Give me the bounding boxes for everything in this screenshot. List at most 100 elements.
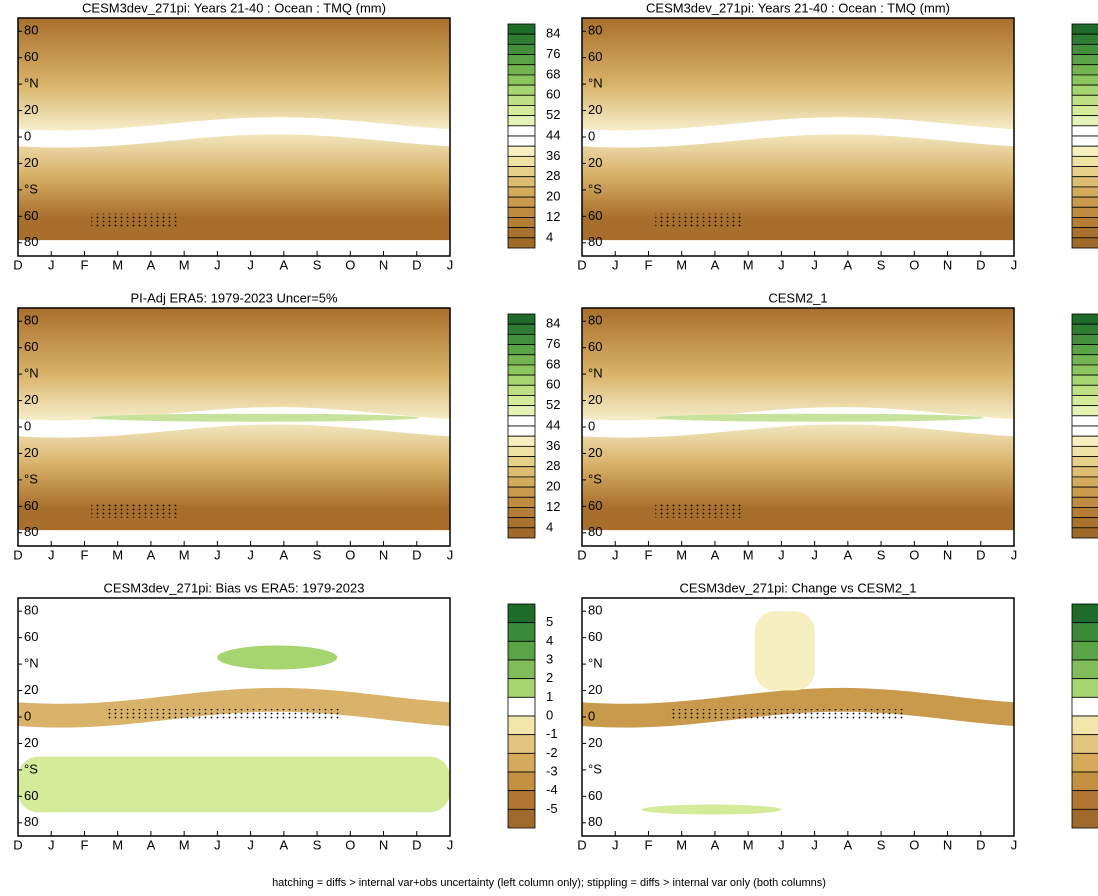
colorbar-box xyxy=(507,678,536,698)
x-tick-label: N xyxy=(379,257,388,272)
x-tick-label: M xyxy=(676,547,687,562)
colorbar-box xyxy=(1071,517,1098,529)
colorbar-box xyxy=(507,415,536,427)
x-tick-label: J xyxy=(447,257,454,272)
x-tick-label: F xyxy=(644,837,652,852)
colorbar-box xyxy=(507,227,536,239)
y-tick-label: 0 xyxy=(24,418,31,433)
colorbar-box xyxy=(1071,105,1098,117)
colorbar-box xyxy=(1071,145,1098,157)
x-tick-label: D xyxy=(577,257,586,272)
colorbar-box xyxy=(507,771,536,792)
y-tick-label: 20 xyxy=(588,392,602,407)
colorbar-label: -1 xyxy=(546,726,558,741)
colorbar-box xyxy=(507,715,536,736)
x-tick-label: S xyxy=(313,257,322,272)
panel-title: CESM3dev_271pi: Bias vs ERA5: 1979-2023 xyxy=(104,580,365,595)
colorbar-box xyxy=(1071,23,1098,35)
x-tick-label: F xyxy=(80,257,88,272)
y-tick-label: 20 xyxy=(588,682,602,697)
colorbar-box xyxy=(1071,384,1098,396)
colorbar-box xyxy=(507,74,536,86)
y-tick-label: 20 xyxy=(24,392,38,407)
y-tick-label: 80 xyxy=(588,313,602,328)
x-tick-label: O xyxy=(909,837,919,852)
colorbar-box xyxy=(507,166,536,178)
colorbar-box xyxy=(507,323,536,335)
x-tick-label: J xyxy=(811,257,818,272)
y-tick-label: 20 xyxy=(588,102,602,117)
colorbar-label: 5 xyxy=(546,614,553,629)
colorbar-box xyxy=(507,640,536,661)
colorbar-box xyxy=(507,456,536,468)
colorbar-box xyxy=(507,808,536,829)
x-tick-label: O xyxy=(345,257,355,272)
y-tick-label: 60 xyxy=(588,208,602,223)
x-tick-label: M xyxy=(676,257,687,272)
x-tick-label: S xyxy=(313,547,322,562)
x-tick-label: F xyxy=(644,547,652,562)
colorbar-label: 76 xyxy=(546,336,560,351)
x-tick-label: A xyxy=(844,257,853,272)
x-tick-label: A xyxy=(147,547,156,562)
colorbar-label: 68 xyxy=(546,356,560,371)
x-tick-label: A xyxy=(147,837,156,852)
colorbar-box xyxy=(507,145,536,157)
colorbar-box xyxy=(1071,507,1098,519)
colorbar-box xyxy=(1071,196,1098,208)
colorbar-box xyxy=(1071,135,1098,147)
x-tick-label: N xyxy=(943,257,952,272)
colorbar-box xyxy=(507,384,536,396)
y-tick-label: 20 xyxy=(588,735,602,750)
y-tick-label: °N xyxy=(588,656,603,671)
colorbar-box xyxy=(1071,486,1098,498)
x-tick-label: A xyxy=(711,547,720,562)
colorbar-box xyxy=(1071,415,1098,427)
y-tick-label: 80 xyxy=(24,524,38,539)
colorbar-label: 4 xyxy=(546,633,553,648)
colorbar-box xyxy=(1071,395,1098,407)
x-tick-label: J xyxy=(214,547,221,562)
x-tick-label: D xyxy=(412,837,421,852)
colorbar-box xyxy=(1071,435,1098,447)
y-tick-label: 80 xyxy=(24,313,38,328)
colorbar-label: -3 xyxy=(546,763,558,778)
colorbar-box xyxy=(1071,354,1098,366)
colorbar-box xyxy=(1071,217,1098,229)
stipple xyxy=(91,503,178,518)
colorbar-label: 28 xyxy=(546,168,560,183)
x-tick-label: J xyxy=(214,257,221,272)
colorbar-box xyxy=(1071,313,1098,325)
x-tick-label: J xyxy=(48,257,55,272)
x-tick-label: F xyxy=(80,837,88,852)
y-tick-label: 60 xyxy=(588,49,602,64)
colorbar-box xyxy=(507,217,536,229)
colorbar-label: 36 xyxy=(546,148,560,163)
colorbar-box xyxy=(1071,790,1098,810)
x-tick-label: D xyxy=(577,547,586,562)
y-tick-label: 60 xyxy=(588,629,602,644)
y-tick-label: °S xyxy=(24,761,38,776)
y-tick-label: 80 xyxy=(588,234,602,249)
colorbar-box xyxy=(1071,734,1098,754)
y-tick-label: 0 xyxy=(24,708,31,723)
colorbar-box xyxy=(507,696,536,717)
colorbar-box xyxy=(1071,323,1098,335)
stipple xyxy=(655,503,742,518)
colorbar-box xyxy=(1071,425,1098,437)
colorbar-box xyxy=(507,84,536,96)
x-tick-label: M xyxy=(112,257,123,272)
colorbar-box xyxy=(507,94,536,106)
x-tick-label: M xyxy=(676,837,687,852)
colorbar-box xyxy=(507,196,536,208)
panel-title: CESM3dev_271pi: Years 21-40 : Ocean : TM… xyxy=(82,0,386,15)
colorbar-box xyxy=(1071,752,1098,773)
y-tick-label: °N xyxy=(588,366,603,381)
colorbar-box xyxy=(1071,344,1098,356)
colorbar-box xyxy=(507,364,536,376)
colorbar-box xyxy=(1071,659,1098,680)
colorbar-box xyxy=(507,64,536,76)
colorbar-box xyxy=(1071,176,1098,188)
colorbar-label: 12 xyxy=(546,209,560,224)
